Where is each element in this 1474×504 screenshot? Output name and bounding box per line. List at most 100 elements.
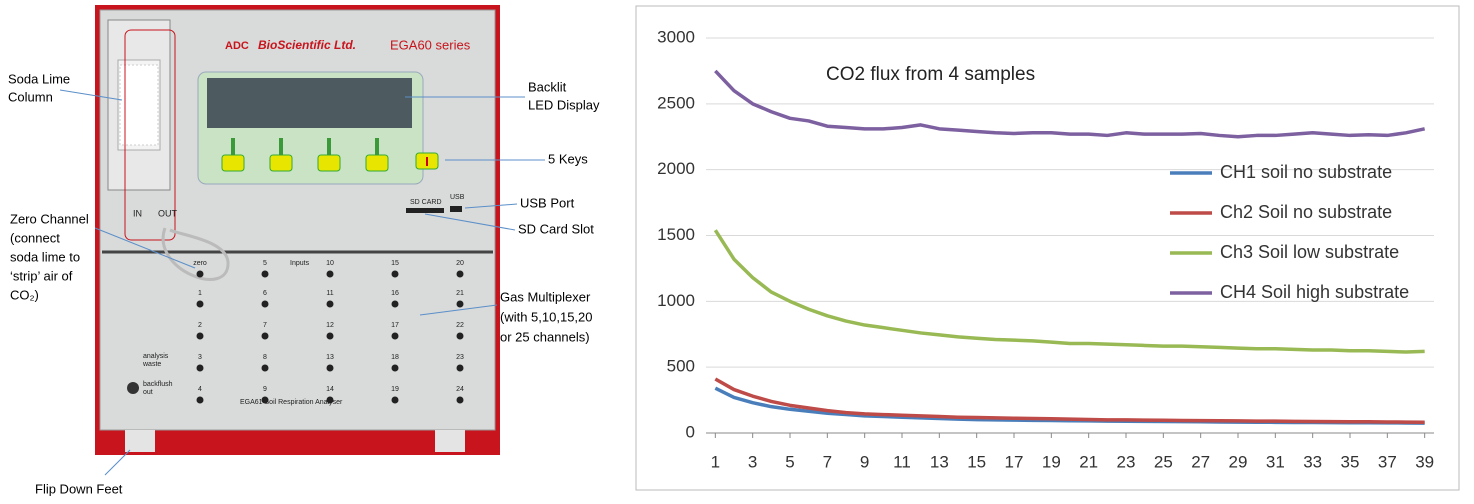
series-line bbox=[713, 229, 1425, 354]
channel-port bbox=[456, 300, 464, 308]
x-tick-label: 27 bbox=[1191, 452, 1210, 471]
series-line bbox=[714, 377, 1425, 424]
channel-port bbox=[391, 300, 399, 308]
y-tick-label: 0 bbox=[686, 422, 695, 441]
x-tick-label: 37 bbox=[1378, 452, 1397, 471]
x-tick-label: 5 bbox=[785, 452, 794, 471]
channel-label: 12 bbox=[326, 322, 334, 329]
x-tick-label: 23 bbox=[1117, 452, 1136, 471]
channel-port bbox=[391, 332, 399, 340]
channel-port bbox=[326, 270, 334, 278]
channel-port bbox=[326, 364, 334, 372]
channel-label: 6 bbox=[263, 290, 267, 297]
legend-label: CH4 Soil high substrate bbox=[1220, 282, 1409, 302]
x-tick-label: 21 bbox=[1079, 452, 1098, 471]
y-tick-label: 2500 bbox=[657, 93, 695, 112]
x-tick-label: 15 bbox=[967, 452, 986, 471]
channel-port bbox=[196, 300, 204, 308]
out-label: OUT bbox=[158, 208, 178, 218]
channel-port bbox=[196, 396, 204, 404]
chart-frame bbox=[635, 5, 1460, 491]
channel-port bbox=[456, 396, 464, 404]
x-tick-label: 7 bbox=[823, 452, 832, 471]
brand: BioScientific Ltd. bbox=[258, 38, 356, 52]
channel-label: 17 bbox=[391, 322, 399, 329]
annotation: Flip Down Feet bbox=[35, 481, 123, 496]
channel-label: 24 bbox=[456, 386, 464, 393]
model-label: EGA61 Soil Respiration Analyser bbox=[240, 399, 343, 406]
y-tick-label: 1500 bbox=[657, 225, 695, 244]
annotation: Column bbox=[8, 89, 53, 104]
channel-label: 16 bbox=[391, 290, 399, 297]
channel-port bbox=[456, 332, 464, 340]
channel-label: 13 bbox=[326, 354, 334, 361]
channel-port bbox=[261, 270, 269, 278]
annotation: CO₂) bbox=[10, 287, 39, 302]
channel-label: 1 bbox=[198, 290, 202, 297]
channel-port bbox=[391, 270, 399, 278]
y-tick-label: 3000 bbox=[657, 27, 695, 46]
channel-port bbox=[326, 396, 334, 404]
analysis-label: analysis bbox=[143, 353, 169, 360]
channel-port bbox=[326, 332, 334, 340]
channel-label: zero bbox=[193, 260, 207, 267]
annotation: (with 5,10,15,20 bbox=[500, 309, 593, 324]
backflush-out-label: out bbox=[143, 389, 153, 396]
channel-port bbox=[196, 364, 204, 372]
channel-port bbox=[456, 364, 464, 372]
channel-label: 8 bbox=[263, 354, 267, 361]
y-tick-label: 2000 bbox=[657, 159, 695, 178]
x-tick-label: 39 bbox=[1415, 452, 1434, 471]
x-tick-label: 17 bbox=[1005, 452, 1024, 471]
annotation: or 25 channels) bbox=[500, 329, 590, 344]
channel-label: 19 bbox=[391, 386, 399, 393]
channel-port bbox=[261, 332, 269, 340]
x-tick-label: 33 bbox=[1303, 452, 1322, 471]
channel-port bbox=[391, 396, 399, 404]
sd-label: SD CARD bbox=[410, 199, 442, 206]
device-text: ADC BioScientific Ltd. EGA60 series IN O… bbox=[133, 37, 471, 405]
waste-label: waste bbox=[142, 361, 161, 368]
logo: ADC bbox=[225, 40, 249, 52]
channel-label: 23 bbox=[456, 354, 464, 361]
channel-port bbox=[326, 300, 334, 308]
annotation: Backlit bbox=[528, 79, 567, 94]
x-tick-label: 11 bbox=[893, 452, 911, 471]
annotation: 5 Keys bbox=[548, 151, 588, 166]
x-tick-label: 25 bbox=[1154, 452, 1173, 471]
annotation: SD Card Slot bbox=[518, 221, 594, 236]
annotation: (connect bbox=[10, 230, 60, 245]
x-tick-label: 1 bbox=[711, 452, 720, 471]
backflush-label: backflush bbox=[143, 381, 173, 388]
annotation: Soda Lime bbox=[8, 71, 70, 86]
channel-label: 2 bbox=[198, 322, 202, 329]
y-tick-label: 1000 bbox=[657, 291, 695, 310]
channel-port bbox=[261, 396, 269, 404]
annotation: ‘strip’ air of bbox=[10, 268, 73, 283]
channel-port bbox=[261, 300, 269, 308]
channel-port bbox=[456, 270, 464, 278]
leader-lines bbox=[59, 89, 545, 476]
annotation: Zero Channel bbox=[10, 211, 89, 226]
series-line bbox=[714, 69, 1426, 139]
channel-label: 14 bbox=[326, 386, 334, 393]
channel-grid: zero123456789101112131415161718192021222… bbox=[193, 260, 464, 404]
in-label: IN bbox=[133, 208, 142, 218]
channel-label: 20 bbox=[456, 260, 464, 267]
x-tick-label: 9 bbox=[860, 452, 869, 471]
channel-label: 4 bbox=[198, 386, 202, 393]
y-tick-label: 500 bbox=[667, 357, 695, 376]
channel-label: 10 bbox=[326, 260, 334, 267]
annotation: soda lime to bbox=[10, 249, 80, 264]
channel-label: 21 bbox=[456, 290, 464, 297]
usb-label: USB bbox=[450, 194, 465, 201]
channel-port bbox=[391, 364, 399, 372]
channel-port bbox=[196, 270, 204, 278]
channel-label: 9 bbox=[263, 386, 267, 393]
channel-label: 11 bbox=[326, 290, 333, 297]
annotation: Gas Multiplexer bbox=[500, 289, 591, 304]
legend-label: CH1 soil no substrate bbox=[1220, 162, 1392, 182]
chart: CO2 flux from 4 samples 0 500 1000 1500 2000… bbox=[657, 27, 1434, 471]
annotations: Soda Lime Column Backlit LED Display 5 K… bbox=[8, 71, 600, 496]
